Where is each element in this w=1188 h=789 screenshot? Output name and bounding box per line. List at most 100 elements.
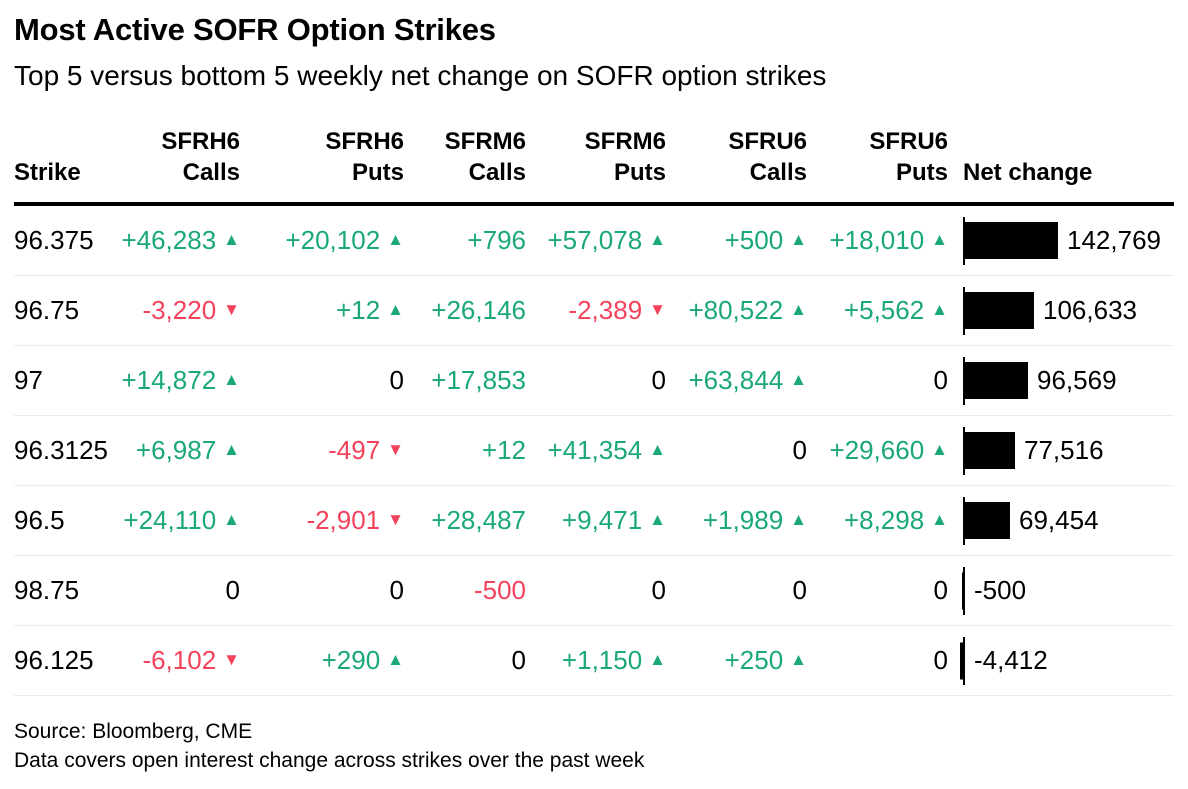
cell-sfrm6-puts: +41,354 ▲ — [547, 435, 666, 466]
cell-sfrh6-calls: -3,220 ▼ — [142, 295, 240, 326]
cell-sfrh6-calls: +6,987 ▲ — [135, 435, 240, 466]
cell-sfrh6-puts: +290 ▲ — [321, 645, 404, 676]
bar-baseline — [963, 286, 965, 335]
cell-sfru6-puts: +8,298 ▲ — [843, 505, 948, 536]
up-arrow-icon: ▲ — [790, 509, 807, 529]
bar-baseline — [963, 566, 965, 615]
net-change-cell: 142,769 — [948, 216, 1174, 265]
cell-sfrm6-calls: +796 — [467, 225, 526, 256]
column-header-strike: Strike — [14, 159, 81, 187]
cell-sfru6-puts: 0 — [933, 365, 948, 396]
down-arrow-icon: ▼ — [223, 299, 240, 319]
table-row: 96.75 -3,220 ▼ +12 ▲ +26,146 -2,389 ▼ +80,5… — [14, 276, 1174, 347]
net-change-cell: -500 — [948, 566, 1174, 615]
up-arrow-icon: ▲ — [387, 299, 404, 319]
up-arrow-icon: ▲ — [790, 649, 807, 669]
strikes-table: Strike SFRH6 Calls SFRH6 Puts SFRM6 Call… — [14, 126, 1174, 697]
column-header-sfrm6-calls: SFRM6 Calls — [444, 127, 526, 187]
cell-sfrh6-puts: +20,102 ▲ — [285, 225, 404, 256]
cell-sfrm6-calls: +12 — [481, 435, 526, 466]
table-row: 98.75 0 0 -500 0 0 0 -500 — [14, 556, 1174, 627]
up-arrow-icon: ▲ — [790, 369, 807, 389]
cell-sfrm6-puts: +1,150 ▲ — [561, 645, 666, 676]
cell-sfru6-calls: +500 ▲ — [724, 225, 807, 256]
cell-sfrh6-calls: +46,283 ▲ — [121, 225, 240, 256]
net-change-value: 77,516 — [1024, 435, 1104, 466]
bar-baseline — [963, 496, 965, 545]
table-body: 96.375 +46,283 ▲ +20,102 ▲ +796 +57,078 ▲ +… — [14, 206, 1174, 697]
up-arrow-icon: ▲ — [790, 299, 807, 319]
chart-footer: Source: Bloomberg, CME Data covers open … — [14, 718, 1174, 775]
cell-sfrm6-calls: +17,853 — [431, 365, 526, 396]
cell-sfrh6-puts: +12 ▲ — [336, 295, 404, 326]
cell-sfru6-puts: +5,562 ▲ — [843, 295, 948, 326]
cell-sfrm6-calls: +26,146 — [431, 295, 526, 326]
up-arrow-icon: ▲ — [223, 509, 240, 529]
up-arrow-icon: ▲ — [649, 509, 666, 529]
cell-sfru6-puts: +18,010 ▲ — [829, 225, 948, 256]
cell-sfrh6-puts: -497 ▼ — [328, 435, 404, 466]
column-header-sfrh6-puts: SFRH6 Puts — [325, 127, 404, 187]
cell-sfrm6-calls: +28,487 — [431, 505, 526, 536]
up-arrow-icon: ▲ — [931, 229, 948, 249]
net-change-cell: 69,454 — [948, 496, 1174, 545]
net-change-bar — [965, 362, 1028, 400]
net-change-cell: -4,412 — [948, 636, 1174, 685]
down-arrow-icon: ▼ — [223, 649, 240, 669]
cell-sfrm6-calls: -500 — [473, 575, 526, 606]
net-change-cell: 106,633 — [948, 286, 1174, 335]
cell-sfrm6-calls: 0 — [511, 645, 526, 676]
net-change-value: 142,769 — [1067, 225, 1161, 256]
net-change-value: 96,569 — [1037, 365, 1117, 396]
cell-sfru6-puts: 0 — [933, 575, 948, 606]
cell-sfru6-calls: 0 — [792, 435, 807, 466]
up-arrow-icon: ▲ — [649, 229, 666, 249]
cell-sfru6-puts: +29,660 ▲ — [829, 435, 948, 466]
net-change-bar — [962, 572, 963, 610]
cell-sfrh6-puts: -2,901 ▼ — [306, 505, 404, 536]
strike-value: 98.75 — [14, 575, 80, 606]
column-header-sfrh6-calls: SFRH6 Calls — [161, 127, 240, 187]
cell-sfrh6-calls: 0 — [225, 575, 240, 606]
up-arrow-icon: ▲ — [387, 229, 404, 249]
strike-value: 96.375 — [14, 225, 94, 256]
cell-sfrm6-puts: +57,078 ▲ — [547, 225, 666, 256]
up-arrow-icon: ▲ — [790, 229, 807, 249]
down-arrow-icon: ▼ — [649, 299, 666, 319]
column-header-net-change: Net change — [963, 159, 1093, 187]
net-change-value: 69,454 — [1019, 505, 1099, 536]
bar-baseline — [963, 636, 965, 685]
up-arrow-icon: ▲ — [649, 439, 666, 459]
bar-baseline — [963, 356, 965, 405]
up-arrow-icon: ▲ — [931, 439, 948, 459]
table-row: 96.125 -6,102 ▼ +290 ▲ 0 +1,150 ▲ +250 ▲ 0 -… — [14, 626, 1174, 697]
up-arrow-icon: ▲ — [931, 509, 948, 529]
cell-sfrm6-puts: 0 — [651, 365, 666, 396]
net-change-value: -500 — [974, 575, 1027, 606]
down-arrow-icon: ▼ — [387, 509, 404, 529]
strike-value: 96.3125 — [14, 435, 108, 466]
net-change-value: 106,633 — [1043, 295, 1137, 326]
strike-value: 96.75 — [14, 295, 80, 326]
cell-sfru6-calls: +80,522 ▲ — [688, 295, 807, 326]
net-change-bar — [965, 292, 1034, 330]
cell-sfrm6-puts: 0 — [651, 575, 666, 606]
note-text: Data covers open interest change across … — [14, 748, 645, 772]
net-change-value: -4,412 — [974, 645, 1048, 676]
cell-sfrm6-puts: +9,471 ▲ — [561, 505, 666, 536]
cell-sfru6-calls: +250 ▲ — [724, 645, 807, 676]
net-change-bar — [960, 642, 963, 680]
column-header-sfru6-calls: SFRU6 Calls — [728, 127, 807, 187]
table-header-row: Strike SFRH6 Calls SFRH6 Puts SFRM6 Call… — [14, 126, 1174, 207]
cell-sfrh6-puts: 0 — [389, 365, 404, 396]
cell-sfrh6-calls: +24,110 ▲ — [123, 505, 240, 536]
net-change-cell: 96,569 — [948, 356, 1174, 405]
source-text: Source: Bloomberg, CME — [14, 720, 253, 744]
up-arrow-icon: ▲ — [387, 649, 404, 669]
strike-value: 97 — [14, 365, 43, 396]
up-arrow-icon: ▲ — [223, 229, 240, 249]
cell-sfru6-calls: +63,844 ▲ — [688, 365, 807, 396]
strike-value: 96.125 — [14, 645, 94, 676]
cell-sfru6-calls: 0 — [792, 575, 807, 606]
